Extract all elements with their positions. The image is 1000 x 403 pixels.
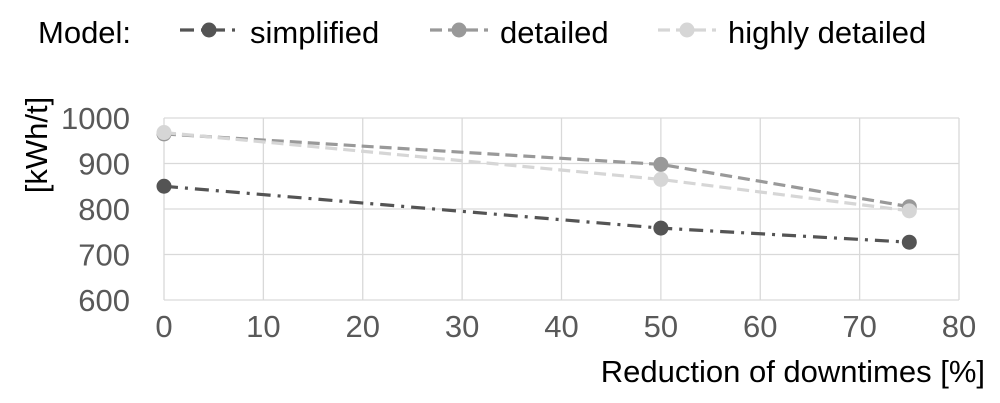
- x-tick-label: 40: [544, 309, 578, 344]
- series-detailed: [156, 126, 917, 215]
- legend-swatch-marker: [201, 22, 217, 38]
- legend-label: detailed: [500, 15, 609, 50]
- x-tick-label: 20: [346, 309, 380, 344]
- legend-entry: detailed: [430, 15, 609, 50]
- y-tick-label: 600: [78, 283, 130, 318]
- y-tick-label: 900: [78, 147, 130, 182]
- grid: [163, 117, 960, 301]
- y-tick-label: 700: [78, 238, 130, 273]
- legend-swatch-marker: [679, 22, 695, 38]
- series-simplified: [156, 178, 917, 250]
- x-tick-label: 70: [842, 309, 876, 344]
- y-axis-label: [kWh/t]: [19, 97, 54, 193]
- x-tick-label: 0: [155, 309, 172, 344]
- data-point: [653, 156, 669, 172]
- x-tick-label: 10: [246, 309, 280, 344]
- series-line: [163, 130, 910, 213]
- legend-label: highly detailed: [728, 15, 926, 50]
- legend: Model: simplified detailed highly detailed: [38, 15, 926, 50]
- x-axis-label: Reduction of downtimes [%]: [601, 354, 985, 389]
- x-tick-label: 80: [942, 309, 976, 344]
- axes: 600 700 800 900 1000 0 10 20 30 40 50 60 70 80: [61, 101, 976, 344]
- legend-label: simplified: [250, 15, 379, 50]
- data-point: [653, 171, 669, 187]
- series-layer: [156, 125, 917, 250]
- data-point: [156, 178, 172, 194]
- data-point: [901, 234, 917, 250]
- data-point: [901, 203, 917, 219]
- x-tick-label: 50: [644, 309, 678, 344]
- series-line: [163, 184, 910, 244]
- legend-swatch-marker: [451, 22, 467, 38]
- data-point: [156, 125, 172, 141]
- legend-entry: simplified: [180, 15, 379, 50]
- y-tick-label: 1000: [61, 101, 130, 136]
- series-highly-detailed: [156, 125, 917, 219]
- x-tick-label: 30: [445, 309, 479, 344]
- data-point: [653, 220, 669, 236]
- y-tick-label: 800: [78, 192, 130, 227]
- x-tick-label: 60: [743, 309, 777, 344]
- legend-entry: highly detailed: [658, 15, 926, 50]
- legend-title: Model:: [38, 15, 131, 50]
